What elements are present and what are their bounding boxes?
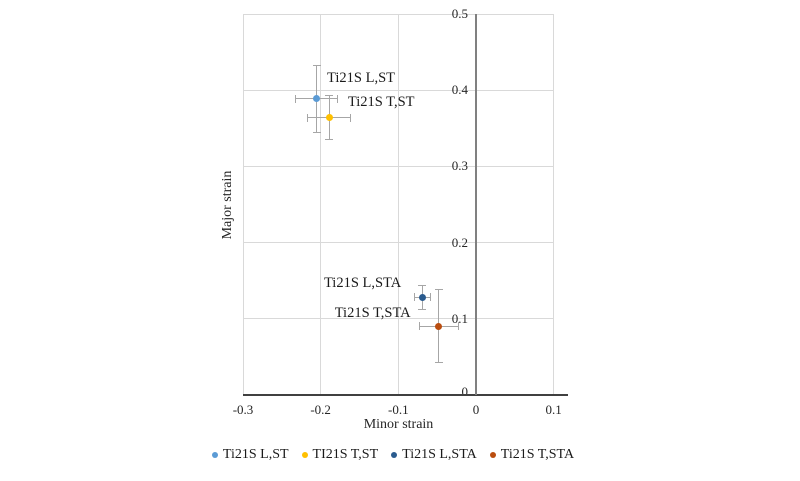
y-tick-label: 0.4 <box>451 82 468 98</box>
legend-label: Ti21S L,ST <box>222 447 289 462</box>
data-point-label: Ti21S L,STA <box>323 274 402 291</box>
error-bar-cap-bottom <box>325 139 334 141</box>
error-bar-cap-bottom <box>434 362 443 364</box>
x-tick-label: -0.2 <box>310 402 331 417</box>
error-bar-cap-left <box>295 94 297 103</box>
data-point-label: Ti21S L,ST <box>327 70 395 86</box>
legend-item: TI21S T,ST <box>301 447 379 463</box>
gridline-vertical <box>242 14 244 395</box>
y-tick-label: 0.5 <box>451 6 468 21</box>
y-tick-label: 0 <box>461 384 468 399</box>
data-point <box>418 293 426 301</box>
error-bar-cap-right <box>457 322 459 331</box>
error-bar-cap-right <box>429 293 431 302</box>
legend-marker-icon <box>301 452 308 458</box>
x-tick-label: 0 <box>472 402 480 417</box>
data-point-label: Ti21S T,ST <box>347 93 415 110</box>
legend-label: Ti21S L,STA <box>402 447 477 462</box>
legend-item: Ti21S T,STA <box>489 447 575 463</box>
y-tick-label: 0.1 <box>451 310 468 326</box>
data-point-label: Ti21S T,STA <box>334 304 411 321</box>
error-bar-cap-top <box>418 284 427 286</box>
error-bar-cap-right <box>337 94 339 103</box>
error-bar-cap-bottom <box>312 131 321 133</box>
data-point <box>313 95 321 103</box>
error-bar-cap-right <box>350 113 352 122</box>
error-bar-cap-bottom <box>418 309 427 311</box>
legend-label: TI21S T,ST <box>312 447 379 462</box>
y-tick-label: 0.3 <box>451 158 468 174</box>
legend-marker-icon <box>211 452 218 458</box>
legend-label: Ti21S T,STA <box>500 447 575 462</box>
legend-item: Ti21S L,STA <box>391 447 477 463</box>
x-axis-line <box>243 394 568 396</box>
gridline-vertical <box>320 14 322 395</box>
legend-item: Ti21S L,ST <box>211 447 289 463</box>
error-bar-cap-top <box>325 95 334 97</box>
error-bar-cap-left <box>414 293 416 302</box>
error-bar-cap-top <box>312 64 321 66</box>
gridline-vertical <box>397 14 399 395</box>
legend-marker-icon <box>489 452 496 458</box>
y-axis-zero-line <box>474 14 477 395</box>
y-tick-label: 0.2 <box>451 234 468 250</box>
data-point <box>435 322 443 330</box>
gridline-vertical <box>553 14 555 395</box>
y-axis-title: Major strain <box>220 170 235 240</box>
x-axis-title: Minor strain <box>363 417 434 432</box>
error-bar-cap-left <box>306 113 308 122</box>
data-point <box>325 114 333 122</box>
legend: Ti21S L,ST TI21S T,ST Ti21S L,STA Ti21S T,S… <box>0 447 786 463</box>
legend-marker-icon <box>391 452 398 458</box>
error-bar-cap-left <box>418 322 420 331</box>
x-tick-label: -0.1 <box>388 402 409 417</box>
x-tick-label: 0.1 <box>545 402 562 417</box>
x-tick-label: -0.3 <box>232 402 254 417</box>
error-bar-cap-top <box>434 289 443 291</box>
